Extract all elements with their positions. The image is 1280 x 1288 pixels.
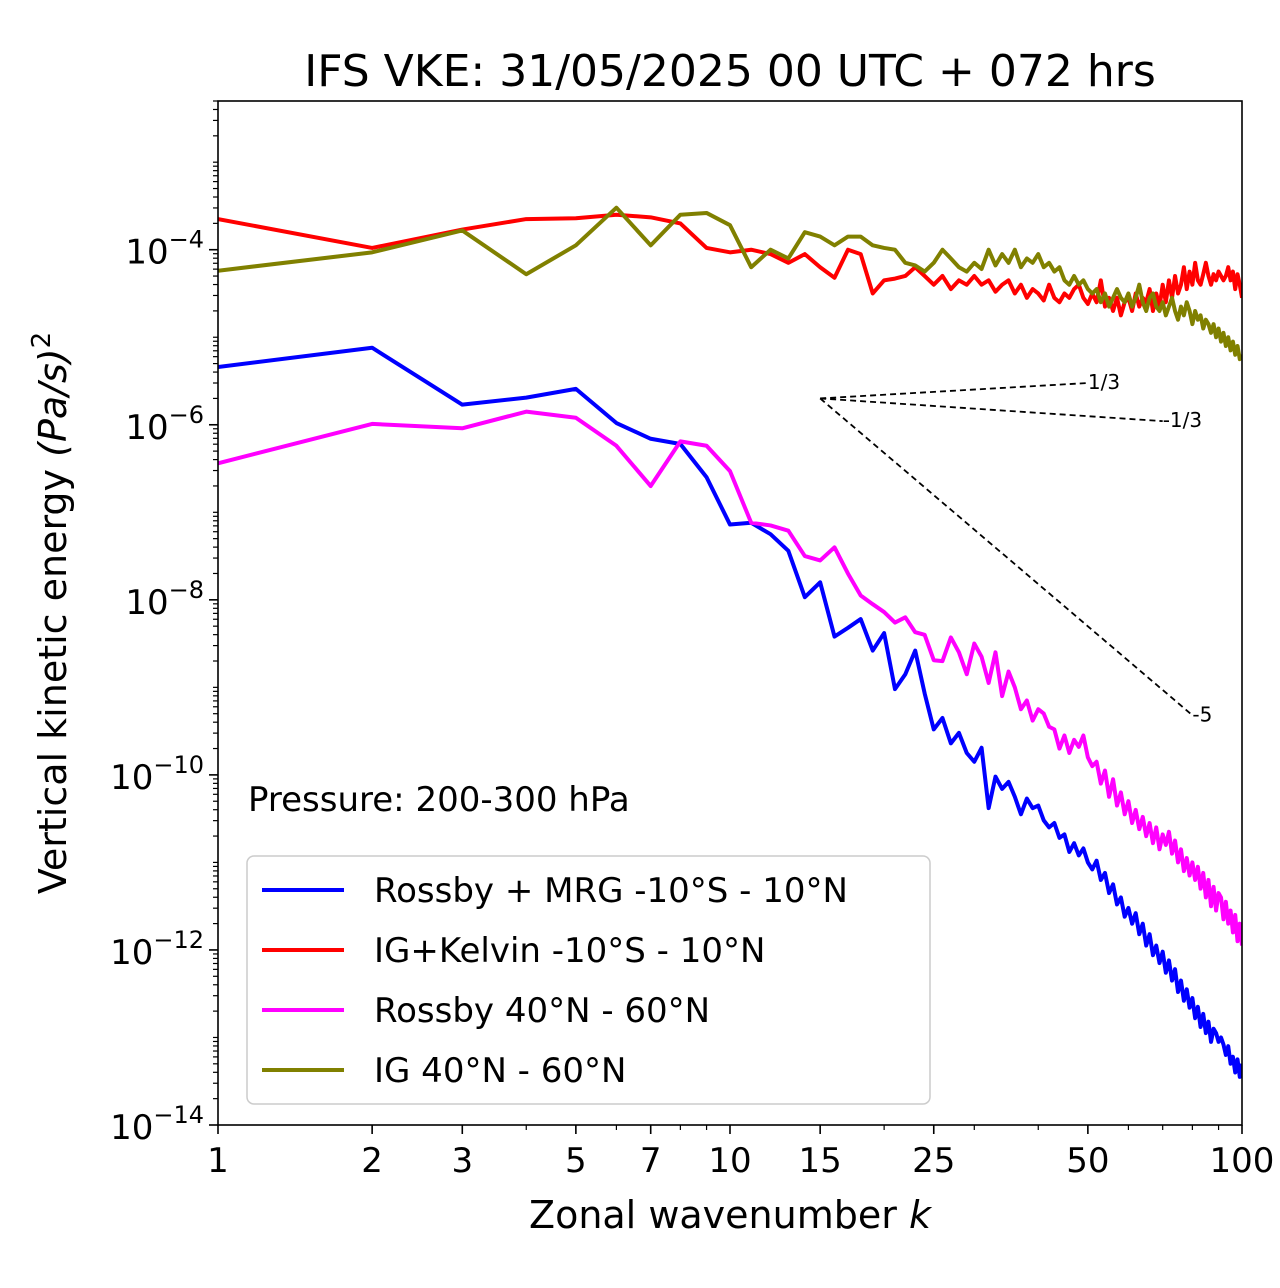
y-tick-label: 10−10: [110, 751, 204, 798]
x-axis-ticks: 1 2 3 5 7 10 15 25 50 100: [207, 1125, 1274, 1181]
y-axis-label-unit: (Pa/s): [31, 348, 75, 456]
x-tick-label: 50: [1066, 1141, 1109, 1181]
reference-slope-lines: 1/3 -1/3 -5: [819, 370, 1212, 726]
x-tick-label: 2: [361, 1141, 383, 1181]
reference-slope-line: [820, 397, 1163, 423]
x-axis-label: Zonal wavenumber k: [529, 1193, 933, 1237]
y-axis-ticks: 10−14 10−12 10−10 10−8 10−6 10−4: [110, 100, 218, 1148]
legend-entry-label: IG+Kelvin -10°S - 10°N: [374, 931, 765, 971]
legend-entry-label: Rossby + MRG -10°S - 10°N: [374, 871, 848, 911]
x-axis-label-var: k: [909, 1193, 933, 1237]
legend-entry-label: IG 40°N - 60°N: [374, 1051, 626, 1091]
reference-slope-line: [820, 382, 1088, 400]
chart-title: IFS VKE: 31/05/2025 00 UTC + 072 hrs: [304, 46, 1156, 97]
y-axis-label-text: Vertical kinetic energy: [31, 469, 75, 894]
reference-slope-line: [819, 397, 1193, 716]
series-line: [218, 212, 1242, 318]
y-tick-label: 10−12: [110, 926, 204, 973]
y-tick-label: 10−4: [125, 226, 204, 273]
series-line: [218, 205, 1242, 362]
reference-slope-label: 1/3: [1088, 370, 1120, 394]
x-tick-label: 10: [708, 1141, 751, 1181]
y-tick-label: 10−6: [125, 401, 204, 448]
pressure-annotation: Pressure: 200-300 hPa: [248, 780, 630, 820]
legend-entry-label: Rossby 40°N - 60°N: [374, 991, 710, 1031]
series-line: [218, 345, 1242, 1079]
series-lines: [218, 205, 1242, 1079]
x-axis-label-text: Zonal wavenumber: [529, 1193, 897, 1237]
x-tick-label: 5: [565, 1141, 587, 1181]
reference-slope-label: -1/3: [1163, 408, 1202, 432]
legend-box: [246, 855, 931, 1105]
y-tick-label: 10−14: [110, 1101, 204, 1148]
legend: Rossby + MRG -10°S - 10°N IG+Kelvin -10°S…: [246, 855, 931, 1105]
x-tick-label: 1: [207, 1141, 229, 1181]
y-axis-label-exp: 2: [27, 332, 57, 349]
series-line: [218, 409, 1242, 946]
x-tick-label: 3: [451, 1141, 473, 1181]
x-tick-label: 25: [912, 1141, 955, 1181]
x-tick-label: 15: [799, 1141, 842, 1181]
x-tick-label: 100: [1210, 1141, 1275, 1181]
x-tick-label: 7: [640, 1141, 662, 1181]
reference-slope-label: -5: [1192, 702, 1212, 726]
y-axis-label: Vertical kinetic energy (Pa/s)2: [27, 332, 75, 894]
y-tick-label: 10−8: [125, 576, 204, 623]
